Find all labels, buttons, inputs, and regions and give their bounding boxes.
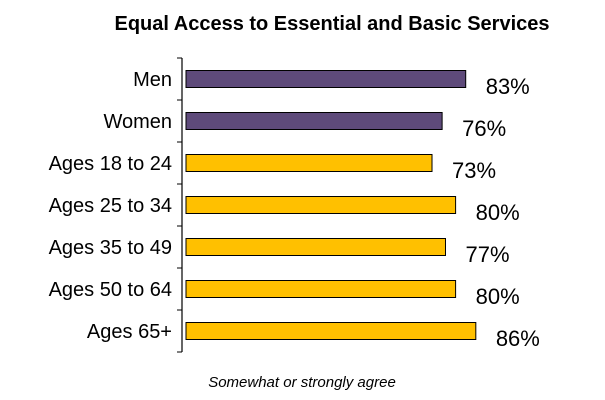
bar xyxy=(185,154,433,172)
x-axis-label: Somewhat or strongly agree xyxy=(208,374,396,391)
category-label: Ages 50 to 64 xyxy=(49,279,172,301)
category-label: Ages 25 to 34 xyxy=(49,195,172,217)
bar xyxy=(185,196,457,214)
category-label: Ages 18 to 24 xyxy=(49,153,172,175)
bar xyxy=(185,280,457,298)
bar xyxy=(185,112,443,130)
data-label: 76% xyxy=(462,116,506,141)
data-label: 83% xyxy=(486,74,530,99)
category-label: Women xyxy=(103,111,172,133)
category-label: Ages 35 to 49 xyxy=(49,237,172,259)
data-label: 86% xyxy=(496,326,540,351)
data-label: 77% xyxy=(465,242,509,267)
bar xyxy=(185,322,477,340)
data-label: 73% xyxy=(452,158,496,183)
plot-area: Men 83% Women 76% Ages 18 to 24 73% Ages 25 to… xyxy=(49,57,540,353)
category-label: Men xyxy=(133,69,172,91)
data-label: 80% xyxy=(476,200,520,225)
category-label: Ages 65+ xyxy=(87,321,172,343)
bar xyxy=(185,70,467,88)
data-label: 80% xyxy=(476,284,520,309)
chart-title: Equal Access to Essential and Basic Serv… xyxy=(114,13,549,35)
bar xyxy=(185,238,446,256)
